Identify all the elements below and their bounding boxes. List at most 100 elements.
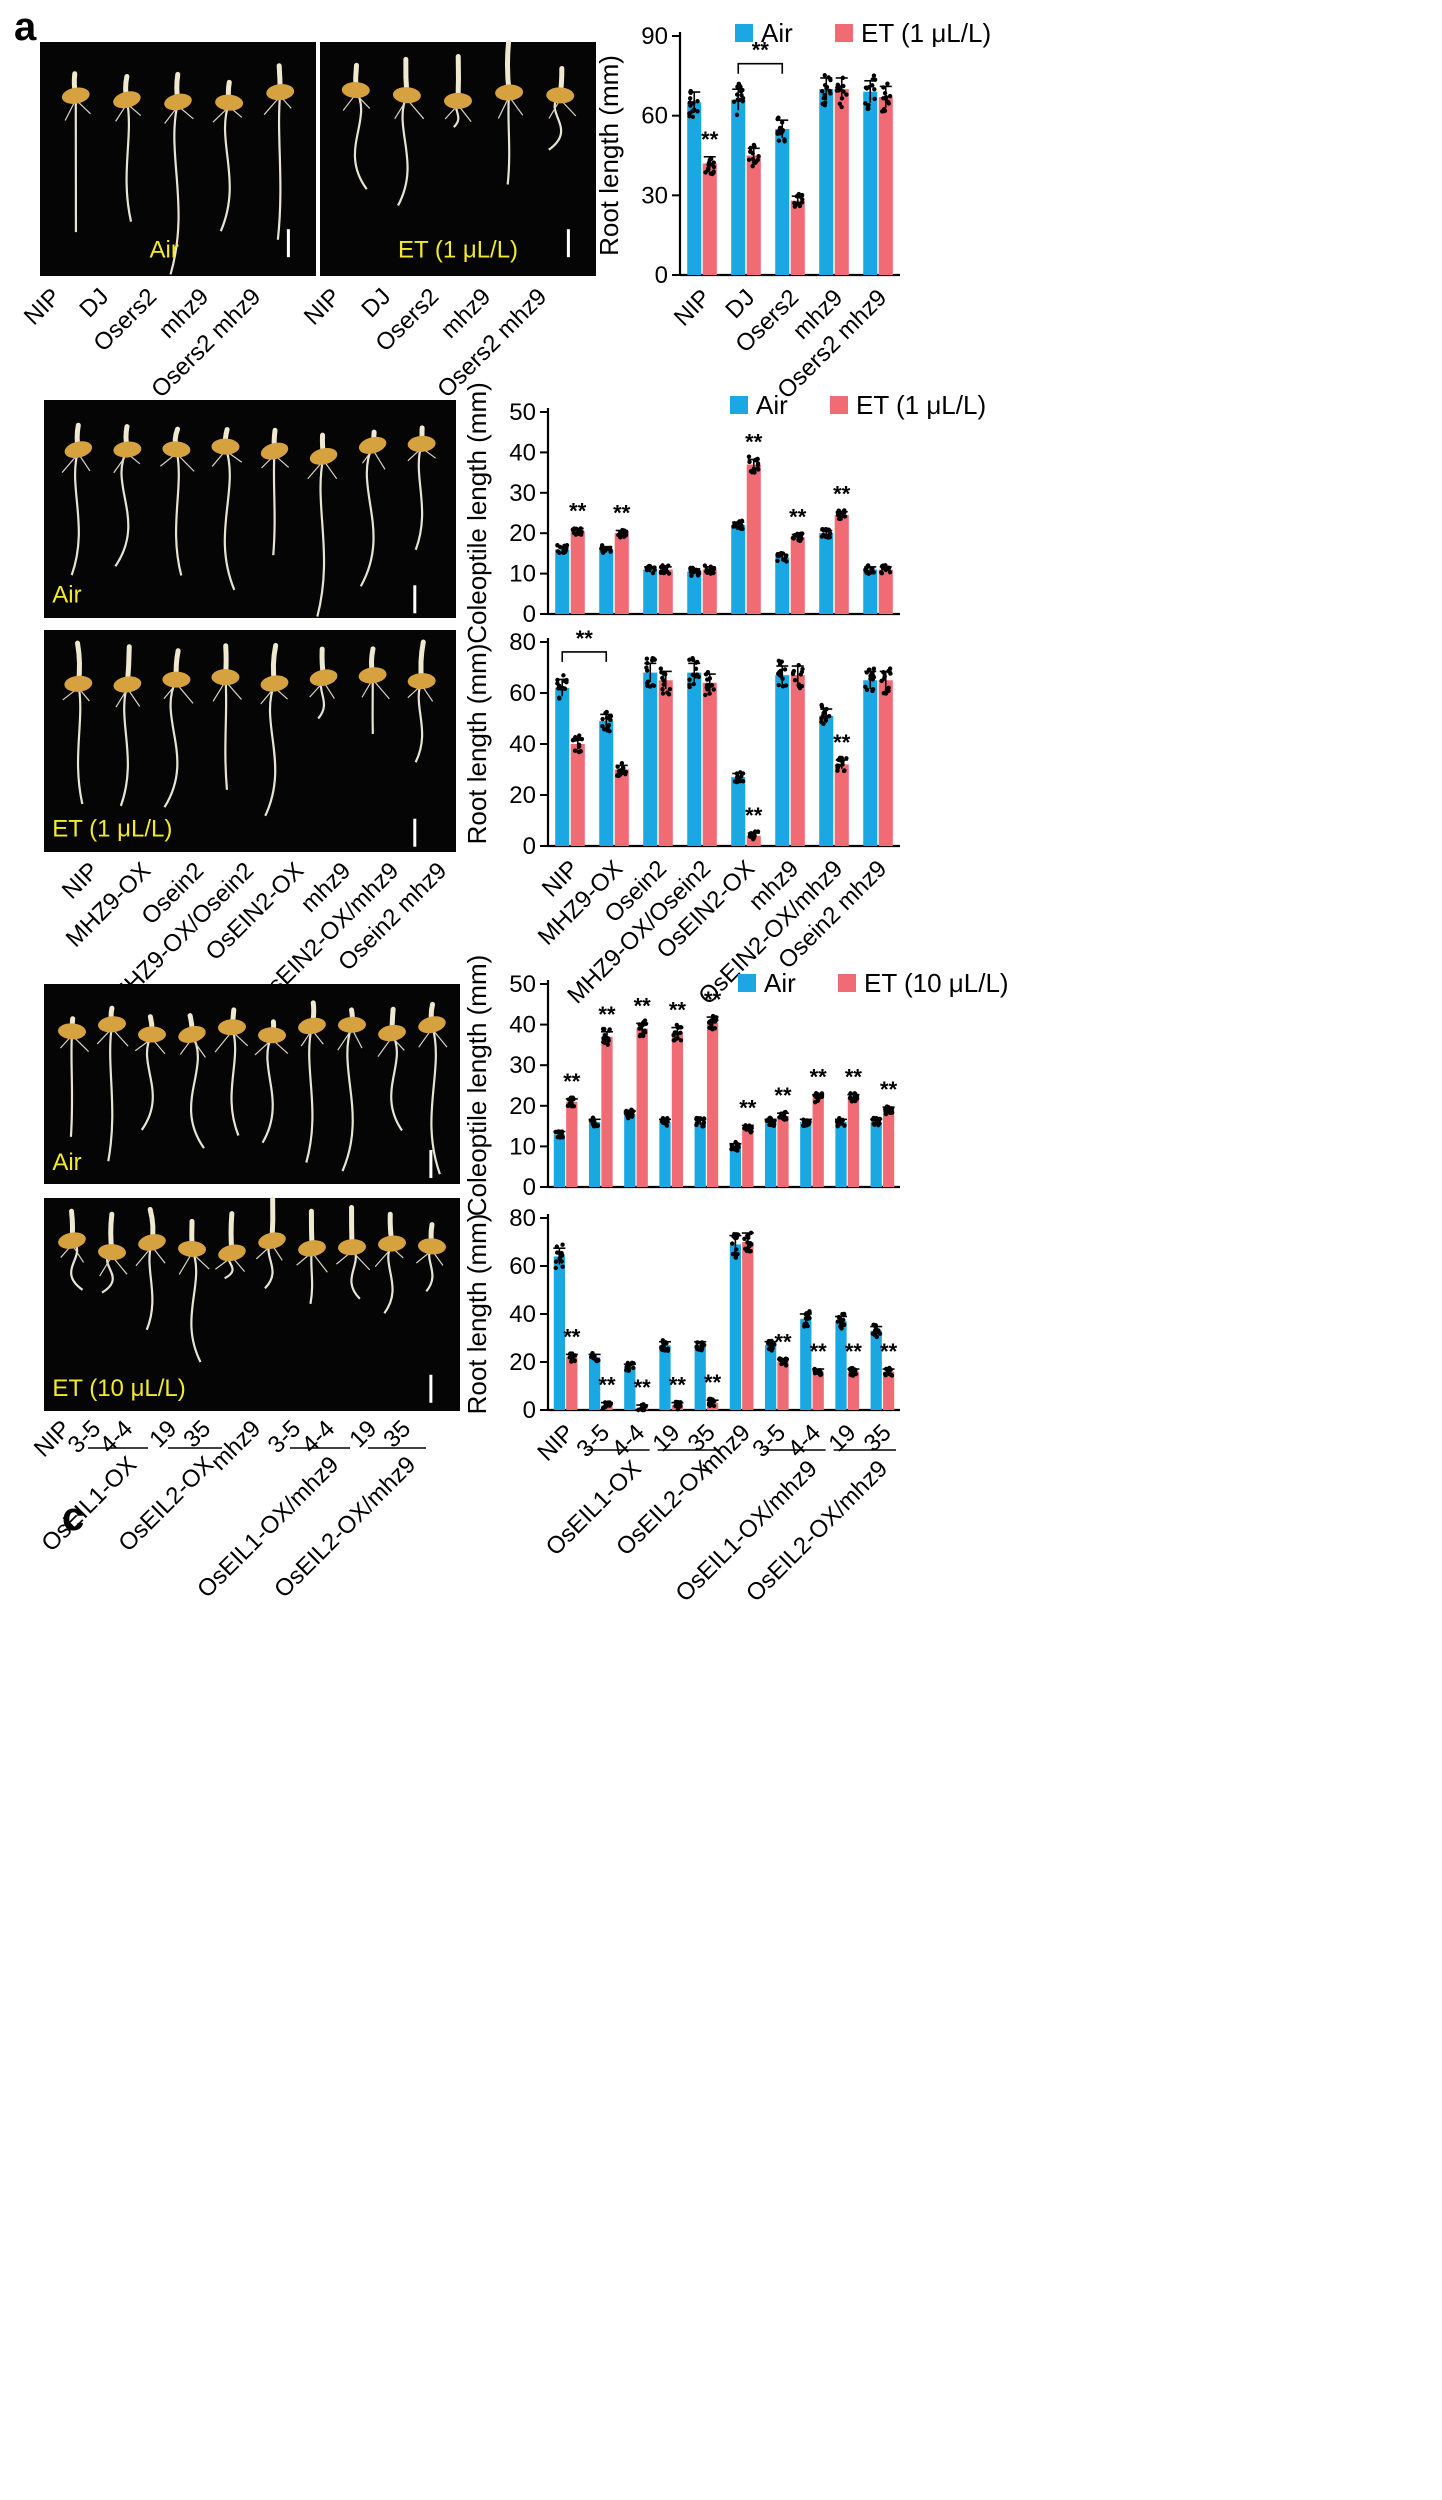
- bar-et: [706, 1022, 719, 1187]
- data-point: [776, 682, 782, 688]
- data-point: [701, 1120, 707, 1125]
- bar-air: [729, 1146, 742, 1187]
- data-point: [571, 1353, 576, 1359]
- data-point: [804, 1311, 809, 1316]
- data-point: [734, 771, 740, 776]
- data-point: [677, 1402, 683, 1407]
- data-point: [556, 686, 561, 691]
- seedling: [358, 646, 390, 734]
- data-point: [756, 154, 761, 159]
- data-point: [872, 96, 877, 102]
- y-tick-label: 40: [509, 1012, 536, 1039]
- seedling: [260, 427, 290, 556]
- data-point: [735, 779, 740, 784]
- data-point: [797, 203, 803, 209]
- data-point: [885, 1368, 891, 1374]
- data-point: [798, 531, 803, 536]
- seedling: [62, 640, 93, 805]
- data-point: [870, 1331, 875, 1336]
- data-point: [690, 672, 695, 678]
- photo-a-et-label: NIP: [299, 283, 346, 330]
- significance-mark: **: [634, 993, 652, 1018]
- data-point: [695, 659, 700, 665]
- data-point: [746, 157, 752, 162]
- data-point: [644, 656, 650, 661]
- data-point: [882, 90, 888, 96]
- data-point: [865, 563, 871, 568]
- seedling: [307, 432, 338, 617]
- seedling: [98, 1211, 128, 1294]
- significance-mark: **: [569, 498, 587, 523]
- data-point: [836, 757, 841, 762]
- data-point: [752, 458, 758, 463]
- data-point: [764, 1118, 770, 1123]
- data-point: [819, 704, 825, 709]
- root: [305, 1025, 314, 1163]
- data-point: [645, 661, 650, 666]
- y-tick-label: 60: [509, 1253, 536, 1280]
- significance-mark: **: [704, 987, 722, 1012]
- seed-grain: [444, 92, 472, 109]
- data-point: [827, 88, 833, 94]
- y-tick-label: 20: [509, 1093, 536, 1120]
- data-point: [709, 1026, 715, 1032]
- seed-grain: [58, 1023, 86, 1040]
- data-point: [677, 1024, 683, 1030]
- bar-air: [687, 672, 702, 846]
- data-point: [711, 566, 717, 571]
- data-point: [870, 83, 875, 88]
- data-point: [889, 1106, 895, 1111]
- data-point: [606, 722, 612, 728]
- data-point: [671, 1038, 676, 1043]
- bar-air: [555, 549, 570, 614]
- seed-grain: [309, 669, 338, 687]
- data-point: [618, 772, 623, 777]
- bar-et: [882, 1371, 895, 1410]
- y-tick-label: 20: [509, 1349, 536, 1376]
- data-point: [556, 695, 562, 701]
- root: [107, 1024, 114, 1162]
- bar-air: [694, 1345, 706, 1410]
- bar-et: [746, 464, 761, 614]
- seed-grain: [215, 94, 244, 111]
- data-point: [673, 1399, 679, 1405]
- root: [224, 677, 229, 790]
- root: [276, 92, 282, 240]
- root: [189, 1033, 205, 1149]
- data-point: [566, 1097, 572, 1102]
- data-point: [712, 1016, 717, 1021]
- root: [506, 92, 511, 185]
- bar-et: [702, 682, 717, 846]
- root: [163, 679, 179, 808]
- y-axis-label: Coleoptile length (mm): [462, 382, 492, 644]
- data-point: [842, 514, 848, 519]
- bar-et: [847, 1097, 860, 1187]
- data-point: [738, 84, 743, 90]
- data-point: [755, 157, 760, 163]
- seedling: [546, 65, 577, 151]
- y-tick-label: 20: [509, 782, 536, 809]
- data-point: [882, 1371, 888, 1377]
- data-point: [576, 744, 582, 749]
- bar-et: [777, 1362, 789, 1410]
- y-tick-label: 0: [523, 833, 536, 860]
- data-point: [602, 1032, 607, 1038]
- data-point: [836, 508, 841, 513]
- seed-grain: [546, 87, 575, 104]
- data-point: [841, 1322, 847, 1328]
- seed-grain: [418, 1238, 446, 1255]
- data-point: [887, 93, 893, 99]
- data-point: [705, 677, 710, 682]
- seed-grain: [266, 84, 295, 101]
- data-point: [870, 673, 876, 678]
- seedling: [212, 79, 244, 232]
- y-tick-label: 30: [641, 182, 668, 209]
- data-point: [661, 569, 666, 575]
- data-point: [888, 671, 893, 676]
- seedling: [336, 1204, 371, 1300]
- bar-et: [878, 569, 893, 614]
- data-point: [553, 1259, 559, 1264]
- data-point: [694, 1120, 700, 1126]
- data-point: [555, 677, 560, 683]
